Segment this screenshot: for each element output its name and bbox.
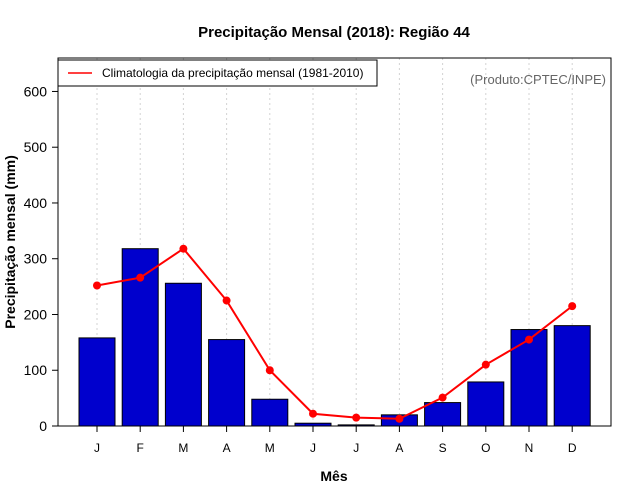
x-tick-label: J [353,441,359,455]
climatology-series [93,244,577,423]
x-tick-label: J [310,441,316,455]
bar [553,325,591,427]
x-tick-label: A [223,441,231,455]
data-point [136,273,145,282]
bar [164,282,202,427]
bar [510,329,548,427]
source-annotation: (Produto:CPTEC/INPE) [470,72,606,87]
data-point [222,296,231,305]
data-point [352,413,361,422]
x-axis-label: Mês [320,468,347,484]
bar [424,402,462,427]
x-tick-label: M [178,441,188,455]
x-tick-label: M [265,441,275,455]
x-tick-label: S [439,441,447,455]
y-tick-label: 300 [24,251,48,267]
y-tick-label: 200 [24,306,48,322]
bar-series [78,248,591,427]
plot-frame [57,57,612,427]
bar [78,337,116,427]
data-point [93,281,101,290]
data-point [525,335,533,344]
bar [251,398,289,427]
legend-box [57,59,378,87]
bar [467,381,505,427]
y-axis-label: Precipitação mensal (mm) [2,155,18,329]
x-tick-label: J [94,441,100,455]
x-tick-label: O [481,441,490,455]
y-tick-label: 500 [24,139,48,155]
chart-title: Precipitação Mensal (2018): Região 44 [198,24,470,41]
data-point [265,366,274,375]
data-point [481,360,490,369]
data-point [309,409,317,418]
data-point [179,244,188,253]
x-tick-label: D [568,441,577,455]
data-point [438,393,447,402]
y-tick-label: 400 [24,195,48,211]
x-tick-label: N [525,441,534,455]
series-line [96,247,573,420]
y-axis: 0 100 200 300 400 500 600 [24,83,58,434]
x-tick-label: F [137,441,144,455]
data-point [395,414,404,423]
data-point [568,302,577,311]
y-tick-label: 600 [24,83,48,99]
x-tick-label: A [395,441,403,455]
bar [208,339,246,427]
legend-entry: Climatologia da precipitação mensal (198… [102,66,363,80]
y-tick-label: 0 [39,418,47,434]
legend: Climatologia da precipitação mensal (198… [57,59,378,87]
y-tick-label: 100 [24,362,48,378]
